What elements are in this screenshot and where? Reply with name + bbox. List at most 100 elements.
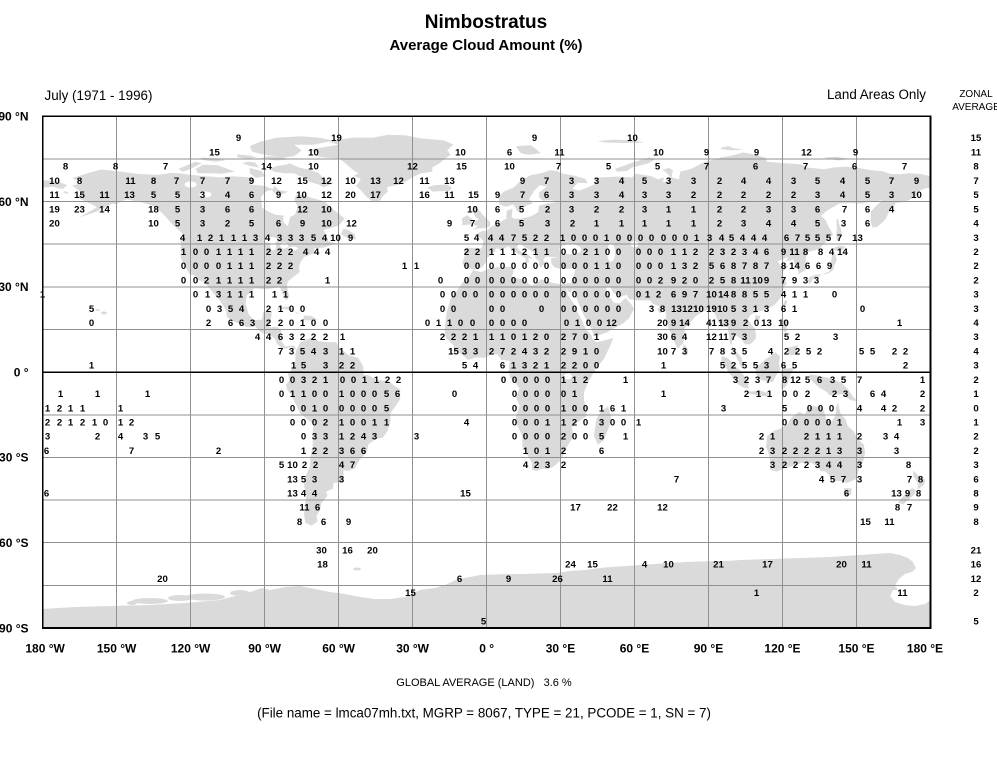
svg-text:0: 0: [658, 247, 663, 258]
svg-text:7: 7: [857, 375, 862, 386]
svg-text:2: 2: [656, 290, 661, 301]
svg-text:2: 2: [451, 332, 456, 343]
svg-text:6: 6: [816, 261, 821, 272]
svg-text:5: 5: [841, 375, 847, 386]
svg-text:10: 10: [657, 346, 668, 357]
svg-text:9: 9: [300, 219, 305, 230]
svg-text:0: 0: [440, 304, 445, 315]
svg-text:2: 2: [266, 318, 271, 329]
svg-text:2: 2: [57, 403, 62, 414]
svg-text:4: 4: [973, 219, 979, 230]
svg-text:3: 3: [755, 375, 760, 386]
svg-text:7: 7: [500, 346, 505, 357]
svg-text:4: 4: [225, 190, 231, 201]
svg-text:0: 0: [647, 261, 652, 272]
svg-text:1: 1: [594, 332, 600, 343]
svg-text:3: 3: [973, 332, 978, 343]
svg-text:4: 4: [840, 190, 846, 201]
svg-text:5: 5: [731, 304, 737, 315]
svg-text:4: 4: [768, 346, 774, 357]
svg-text:3: 3: [682, 261, 687, 272]
svg-text:1: 1: [238, 290, 244, 301]
svg-text:6: 6: [671, 332, 676, 343]
svg-text:12: 12: [801, 148, 812, 159]
svg-text:3: 3: [791, 176, 796, 187]
svg-text:6: 6: [350, 446, 355, 457]
svg-text:1: 1: [756, 389, 762, 400]
svg-text:12: 12: [407, 162, 418, 173]
svg-text:0: 0: [572, 275, 577, 286]
svg-text:8: 8: [782, 375, 788, 386]
svg-text:8: 8: [660, 304, 666, 315]
svg-text:4: 4: [474, 233, 480, 244]
svg-text:3: 3: [691, 176, 696, 187]
svg-text:11: 11: [49, 190, 60, 201]
svg-text:12: 12: [706, 332, 717, 343]
svg-text:6: 6: [764, 247, 769, 258]
svg-text:0: 0: [522, 290, 527, 301]
svg-text:21: 21: [713, 560, 724, 571]
svg-text:7: 7: [731, 332, 736, 343]
svg-text:1: 1: [249, 275, 255, 286]
svg-text:2: 2: [323, 418, 328, 429]
svg-text:5: 5: [599, 432, 605, 443]
svg-text:0: 0: [636, 275, 641, 286]
svg-text:0: 0: [539, 304, 544, 315]
svg-text:3: 3: [857, 474, 862, 485]
svg-text:0: 0: [616, 261, 621, 272]
svg-text:11: 11: [99, 190, 110, 201]
svg-text:22: 22: [607, 503, 618, 514]
svg-text:2: 2: [744, 389, 749, 400]
svg-text:0: 0: [289, 304, 294, 315]
svg-text:2: 2: [312, 446, 317, 457]
svg-text:0: 0: [564, 318, 569, 329]
svg-text:11: 11: [444, 190, 455, 201]
svg-text:90 °N: 90 °N: [0, 110, 29, 124]
svg-text:10: 10: [330, 233, 341, 244]
svg-text:0: 0: [500, 261, 505, 272]
svg-text:3: 3: [250, 318, 255, 329]
svg-text:20: 20: [367, 545, 378, 556]
svg-text:21: 21: [971, 545, 982, 556]
svg-text:0: 0: [522, 318, 527, 329]
svg-text:6: 6: [671, 290, 676, 301]
svg-text:3: 3: [973, 460, 978, 471]
svg-text:12: 12: [297, 204, 308, 215]
svg-text:0: 0: [204, 247, 209, 258]
svg-text:3: 3: [200, 204, 205, 215]
svg-text:0: 0: [301, 432, 306, 443]
svg-text:0: 0: [561, 290, 566, 301]
svg-text:11: 11: [125, 176, 136, 187]
svg-text:12: 12: [321, 190, 332, 201]
svg-text:12: 12: [790, 375, 801, 386]
svg-text:0: 0: [661, 233, 666, 244]
svg-text:0: 0: [464, 275, 469, 286]
svg-text:0: 0: [361, 389, 366, 400]
svg-text:5: 5: [606, 162, 612, 173]
svg-text:2: 2: [682, 275, 687, 286]
svg-text:3: 3: [45, 432, 50, 443]
svg-text:1: 1: [283, 290, 289, 301]
svg-text:10: 10: [663, 560, 674, 571]
svg-text:1: 1: [500, 247, 506, 258]
svg-text:0: 0: [500, 275, 505, 286]
svg-text:14: 14: [99, 204, 110, 215]
svg-text:1: 1: [623, 432, 629, 443]
svg-text:4: 4: [881, 389, 887, 400]
svg-text:0: 0: [586, 318, 591, 329]
svg-text:0: 0: [593, 233, 598, 244]
svg-text:0: 0: [616, 233, 621, 244]
svg-text:1: 1: [290, 389, 296, 400]
svg-text:12: 12: [606, 318, 617, 329]
svg-text:0: 0: [561, 261, 566, 272]
svg-text:4: 4: [312, 489, 318, 500]
svg-text:5: 5: [865, 176, 871, 187]
svg-text:9: 9: [973, 503, 978, 514]
svg-text:1: 1: [45, 403, 51, 414]
svg-text:1: 1: [599, 403, 605, 414]
svg-text:0: 0: [500, 290, 505, 301]
svg-text:1: 1: [671, 261, 677, 272]
svg-text:1: 1: [58, 389, 64, 400]
svg-text:2: 2: [277, 261, 282, 272]
svg-text:7: 7: [704, 162, 709, 173]
